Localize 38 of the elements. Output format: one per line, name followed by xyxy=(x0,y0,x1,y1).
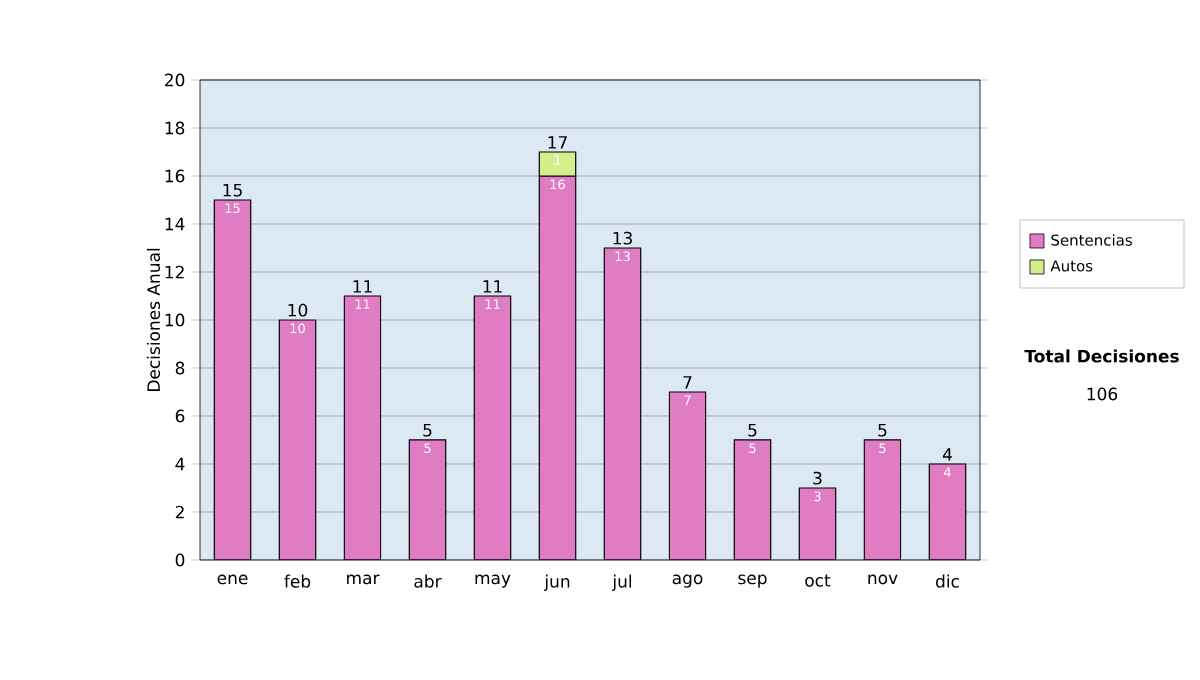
y-tick-label: 14 xyxy=(165,217,185,231)
x-tick-label: jul xyxy=(612,574,632,592)
x-tick-label: ago xyxy=(672,574,703,588)
y-tick-label: 6 xyxy=(175,409,185,423)
y-tick-label: 12 xyxy=(165,265,184,279)
text: Total Decisiones xyxy=(1024,349,1179,363)
y-tick-label: 18 xyxy=(165,121,185,135)
x-tick-label: oct xyxy=(805,574,831,587)
total-label: 5 xyxy=(878,423,887,437)
text: 106 xyxy=(1087,387,1118,401)
x-tick-label: mar xyxy=(347,574,380,585)
x-tick-label: ene xyxy=(217,574,248,585)
x-tick-label: jun xyxy=(544,574,570,592)
x-tick-label: dic xyxy=(936,574,959,588)
y-tick-label: 0 xyxy=(175,553,185,567)
x-tick-label: feb xyxy=(284,574,311,588)
x-tick-label: sep xyxy=(738,574,767,588)
total-label: 4 xyxy=(942,448,952,461)
total-label: 13 xyxy=(613,231,632,245)
total-label: 11 xyxy=(483,280,502,293)
total-label: 5 xyxy=(423,423,432,437)
total-label: 15 xyxy=(223,183,242,197)
total-label: 17 xyxy=(548,136,567,149)
y-tick-label: 20 xyxy=(165,73,185,87)
total-label: 5 xyxy=(748,423,757,437)
y-tick-label: 4 xyxy=(175,457,185,471)
y-tick-label: 10 xyxy=(165,313,185,327)
x-tick-label: may xyxy=(475,574,511,588)
total-label: 11 xyxy=(353,280,372,293)
y-tick-label: 8 xyxy=(175,361,185,375)
x-tick-label: abr xyxy=(414,574,442,588)
y-tick-label: 16 xyxy=(165,169,185,183)
x-tick-label: nov xyxy=(868,574,898,585)
total-label: 10 xyxy=(288,303,308,317)
total-label: 7 xyxy=(683,376,692,389)
y-tick-label: 2 xyxy=(175,505,184,519)
total-label: 3 xyxy=(813,471,822,485)
y-axis-title: Decisiones Anual xyxy=(146,248,161,392)
